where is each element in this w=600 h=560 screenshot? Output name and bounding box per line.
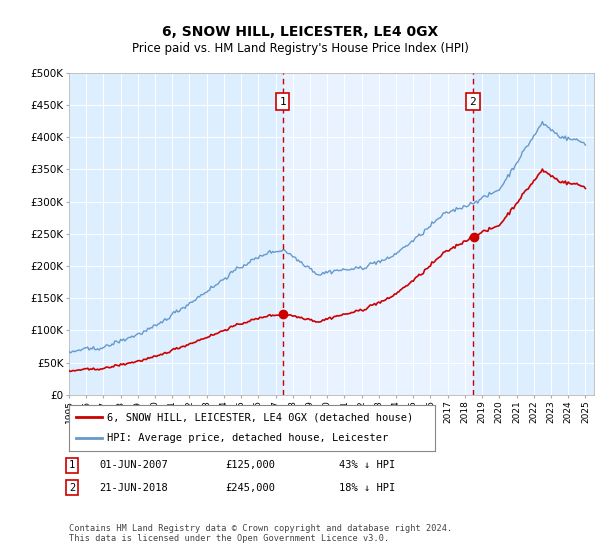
Text: Contains HM Land Registry data © Crown copyright and database right 2024.
This d: Contains HM Land Registry data © Crown c…	[69, 524, 452, 543]
Text: 1: 1	[69, 460, 75, 470]
Text: 6, SNOW HILL, LEICESTER, LE4 0GX: 6, SNOW HILL, LEICESTER, LE4 0GX	[162, 25, 438, 39]
Text: 1: 1	[280, 97, 286, 107]
Text: Price paid vs. HM Land Registry's House Price Index (HPI): Price paid vs. HM Land Registry's House …	[131, 42, 469, 55]
Text: 2: 2	[69, 483, 75, 493]
Text: 21-JUN-2018: 21-JUN-2018	[99, 483, 168, 493]
Text: 18% ↓ HPI: 18% ↓ HPI	[339, 483, 395, 493]
Text: 01-JUN-2007: 01-JUN-2007	[99, 460, 168, 470]
Text: 43% ↓ HPI: 43% ↓ HPI	[339, 460, 395, 470]
Text: 2: 2	[470, 97, 476, 107]
Bar	[283, 73, 473, 395]
Text: £125,000: £125,000	[225, 460, 275, 470]
Text: 6, SNOW HILL, LEICESTER, LE4 0GX (detached house): 6, SNOW HILL, LEICESTER, LE4 0GX (detach…	[107, 412, 413, 422]
Text: £245,000: £245,000	[225, 483, 275, 493]
Text: HPI: Average price, detached house, Leicester: HPI: Average price, detached house, Leic…	[107, 433, 389, 444]
